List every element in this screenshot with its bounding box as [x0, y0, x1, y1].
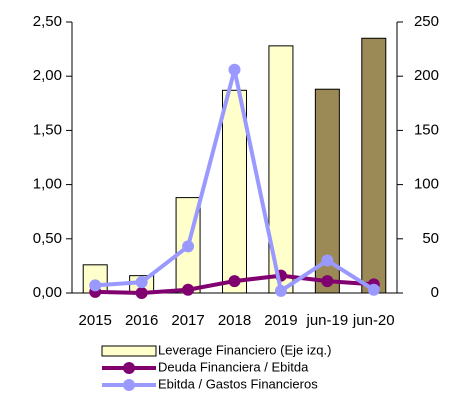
- legend-label: Ebitda / Gastos Financieros: [158, 376, 318, 391]
- bar: [361, 37, 387, 294]
- marker: [367, 283, 380, 296]
- bar: [222, 89, 247, 294]
- marker: [135, 287, 148, 299]
- x-tick-label: 2019: [264, 312, 297, 329]
- marker: [321, 254, 334, 267]
- y2-tick-label: 250: [414, 13, 439, 30]
- y-tick-label: 1,00: [33, 176, 62, 193]
- y2-tick-label: 0: [431, 284, 439, 301]
- x-tick-label: jun-20: [352, 312, 395, 329]
- y2-tick-label: 200: [414, 67, 439, 84]
- marker: [228, 63, 241, 76]
- legend-marker: [123, 362, 135, 374]
- marker: [135, 276, 148, 289]
- marker: [182, 283, 195, 296]
- x-tick-label: 2015: [79, 312, 112, 329]
- marker: [228, 275, 241, 288]
- legend-label: Deuda Financiera / Ebitda: [158, 359, 309, 374]
- marker: [321, 275, 334, 288]
- y2-tick-label: 100: [414, 176, 439, 193]
- x-tick-label: 2018: [218, 312, 251, 329]
- x-tick-label: 2016: [125, 312, 158, 329]
- legend-label: Leverage Financiero (Eje izq.): [158, 342, 331, 357]
- y-tick-label: 0,50: [33, 230, 62, 247]
- y2-tick-label: 50: [422, 230, 439, 247]
- legend-swatch: [101, 345, 157, 357]
- legend-marker: [123, 379, 135, 391]
- y2-tick-label: 150: [414, 121, 439, 138]
- marker: [182, 240, 195, 253]
- y-tick-label: 2,00: [33, 67, 62, 84]
- y-tick-label: 0,00: [33, 284, 62, 301]
- marker: [274, 284, 287, 297]
- y-tick-label: 1,50: [33, 121, 62, 138]
- x-tick-label: jun-19: [306, 312, 349, 329]
- y-tick-label: 2,50: [33, 13, 62, 30]
- marker: [89, 279, 102, 292]
- x-tick-label: 2017: [171, 312, 204, 329]
